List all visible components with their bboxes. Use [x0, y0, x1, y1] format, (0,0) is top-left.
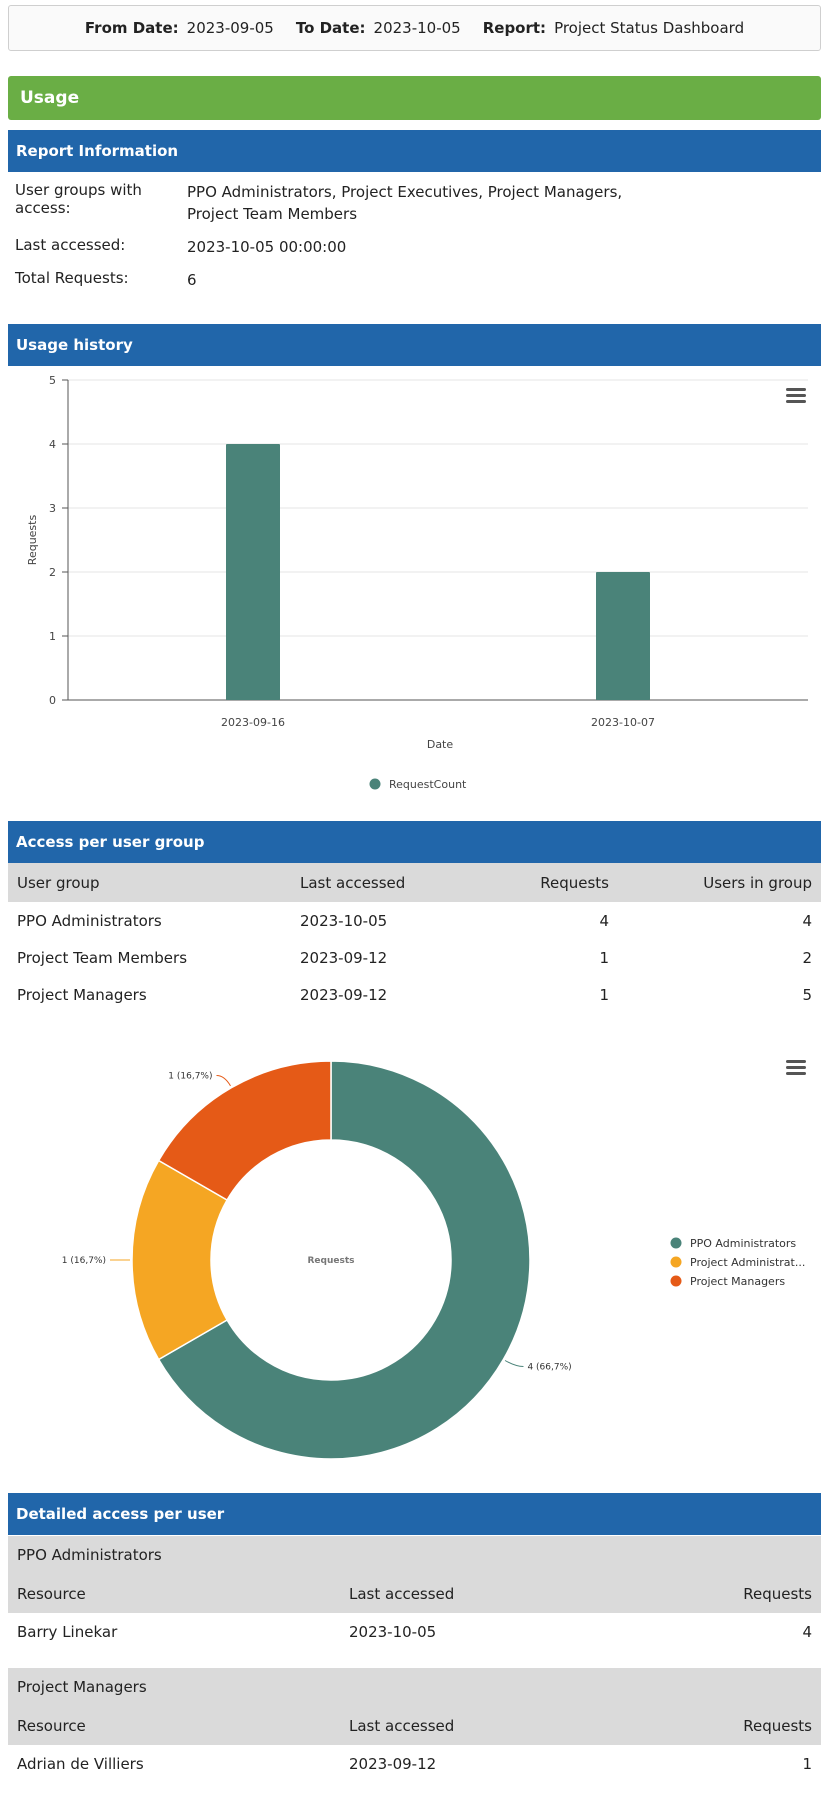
legend-marker [670, 1275, 682, 1287]
report-value: Project Status Dashboard [554, 19, 745, 37]
report-label: Report: [482, 19, 547, 37]
detailed-access-header: Detailed access per user [8, 1493, 821, 1535]
table-row: Project Managers 2023-09-12 1 5 [8, 976, 821, 1013]
detail-table-ppo: Resource Last accessed Requests Barry Li… [8, 1574, 821, 1650]
cell-last: 2023-09-12 [300, 948, 388, 967]
cell-requests: 1 [599, 948, 609, 967]
cell-requests: 4 [599, 911, 609, 930]
groups-value: PPO Administrators, Project Executives, … [187, 183, 623, 223]
col-requests[interactable]: Requests [580, 1574, 821, 1613]
legend-label: Project Administrat... [690, 1256, 805, 1269]
from-date-label: From Date: [84, 19, 179, 37]
group-title-pm: Project Managers [8, 1668, 821, 1706]
chart-menu-icon[interactable] [786, 388, 806, 404]
y-tick-label: 5 [49, 374, 56, 387]
data-label: 1 (16,7%) [62, 1256, 106, 1266]
col-users-in-group[interactable]: Users in group [618, 863, 821, 902]
bar [596, 572, 650, 700]
bar-chart-svg: 0 1 2 3 4 5 2023-09-16 2023-10-07 Date Requests Re… [26, 374, 808, 791]
usage-history-header: Usage history [8, 324, 821, 366]
bar [226, 444, 280, 700]
group-title-ppo: PPO Administrators [8, 1536, 821, 1574]
x-axis-label: Date [427, 738, 454, 751]
cell-last: 2023-10-05 [300, 911, 388, 930]
legend-marker [369, 778, 381, 790]
col-last-accessed[interactable]: Last accessed [340, 1706, 580, 1745]
legend-marker [670, 1256, 682, 1268]
cell-last: 2023-10-05 [349, 1622, 437, 1641]
legend-label: PPO Administrators [690, 1237, 796, 1250]
table-header-row: Resource Last accessed Requests [8, 1574, 821, 1613]
last-accessed-value: 2023-10-05 00:00:00 [187, 238, 347, 256]
from-date-value: 2023-09-05 [186, 19, 274, 37]
cell-users: 2 [802, 948, 812, 967]
col-resource[interactable]: Resource [8, 1706, 340, 1745]
cell-users: 5 [802, 985, 812, 1004]
table-header-row: User group Last accessed Requests Users … [8, 863, 821, 902]
report-information-header: Report Information [8, 130, 821, 172]
cell-requests: 1 [802, 1754, 812, 1773]
data-label: 4 (66,7%) [527, 1363, 571, 1373]
cell-requests: 1 [599, 985, 609, 1004]
x-tick-label: 2023-09-16 [221, 716, 285, 729]
cell-users: 4 [802, 911, 812, 930]
data-label: 1 (16,7%) [168, 1072, 212, 1082]
col-last-accessed[interactable]: Last accessed [340, 1574, 580, 1613]
cell-requests: 4 [802, 1622, 812, 1641]
total-requests-value: 6 [187, 271, 197, 289]
to-date-label: To Date: [295, 19, 366, 37]
table-header-row: Resource Last accessed Requests [8, 1706, 821, 1745]
y-axis-label: Requests [26, 515, 39, 566]
legend-label: Project Managers [690, 1275, 785, 1288]
data-label-connector [504, 1360, 524, 1367]
col-resource[interactable]: Resource [8, 1574, 340, 1613]
detail-table-pm: Resource Last accessed Requests Adrian d… [8, 1706, 821, 1782]
filter-bar: From Date: 2023-09-05 To Date: 2023-10-0… [8, 5, 821, 51]
chart-menu-icon[interactable] [786, 1060, 806, 1076]
cell-group: PPO Administrators [17, 911, 162, 930]
groups-label: User groups with access: [15, 181, 142, 217]
y-tick-label: 2 [49, 566, 56, 579]
usage-history-chart: 0 1 2 3 4 5 2023-09-16 2023-10-07 Date Requests Re… [8, 366, 821, 796]
y-tick-label: 4 [49, 438, 56, 451]
table-row: Barry Linekar 2023-10-05 4 [8, 1613, 821, 1650]
table-row: PPO Administrators 2023-10-05 4 4 [8, 902, 821, 939]
cell-resource: Barry Linekar [17, 1622, 118, 1641]
col-last-accessed[interactable]: Last accessed [291, 863, 491, 902]
access-donut-chart: 4 (66,7%) 1 (16,7%) 1 (16,7%) Requests PPO A… [8, 1030, 821, 1500]
cell-last: 2023-09-12 [349, 1754, 437, 1773]
table-row: Adrian de Villiers 2023-09-12 1 [8, 1745, 821, 1782]
y-tick-label: 0 [49, 694, 56, 707]
table-row: Project Team Members 2023-09-12 1 2 [8, 939, 821, 976]
cell-group: Project Team Members [17, 948, 188, 967]
access-group-header: Access per user group [8, 821, 821, 863]
col-user-group[interactable]: User group [8, 863, 291, 902]
to-date-value: 2023-10-05 [373, 19, 461, 37]
donut-chart-svg: 4 (66,7%) 1 (16,7%) 1 (16,7%) Requests PPO A… [62, 1060, 805, 1460]
cell-last: 2023-09-12 [300, 985, 388, 1004]
cell-resource: Adrian de Villiers [17, 1754, 144, 1773]
y-tick-label: 1 [49, 630, 56, 643]
legend-label: RequestCount [389, 778, 467, 791]
donut-center-label: Requests [307, 1256, 354, 1266]
access-group-table: User group Last accessed Requests Users … [8, 863, 821, 1013]
y-tick-label: 3 [49, 502, 56, 515]
usage-banner: Usage [8, 76, 821, 120]
cell-group: Project Managers [17, 985, 147, 1004]
col-requests[interactable]: Requests [491, 863, 618, 902]
data-label-connector [216, 1075, 231, 1087]
last-accessed-label: Last accessed: [15, 236, 126, 254]
donut-slice [157, 1060, 332, 1202]
donut-slice [157, 1060, 531, 1460]
legend-marker [670, 1237, 682, 1249]
total-requests-label: Total Requests: [15, 269, 129, 287]
x-tick-label: 2023-10-07 [591, 716, 655, 729]
col-requests[interactable]: Requests [580, 1706, 821, 1745]
